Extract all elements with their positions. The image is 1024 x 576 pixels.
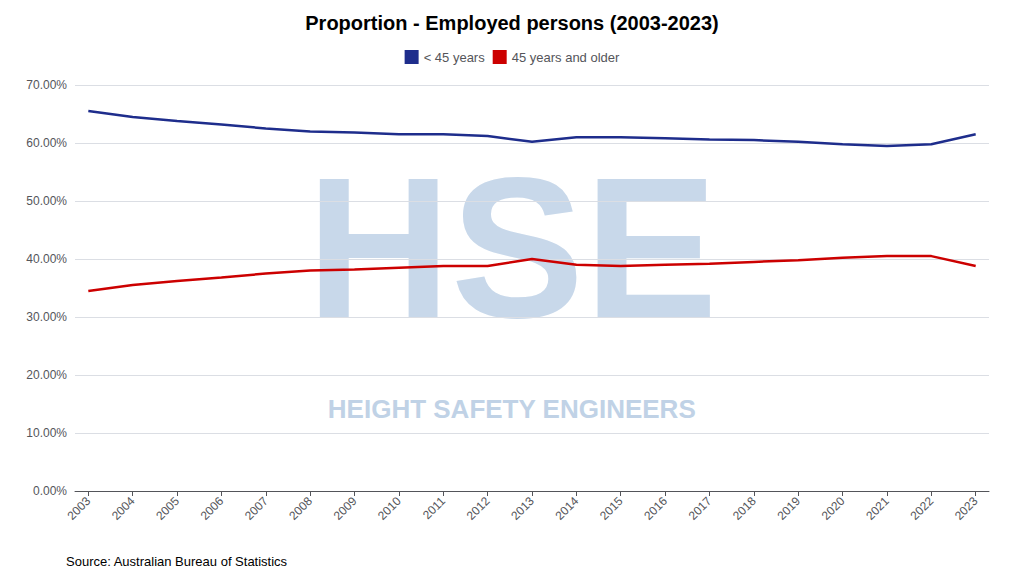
svg-text:2018: 2018 — [730, 494, 759, 523]
svg-text:HSE: HSE — [306, 136, 717, 359]
svg-text:2011: 2011 — [420, 494, 448, 522]
svg-text:2007: 2007 — [242, 494, 271, 523]
svg-text:10.00%: 10.00% — [26, 426, 67, 440]
svg-text:2015: 2015 — [597, 494, 626, 523]
svg-text:2017: 2017 — [686, 494, 715, 523]
svg-text:50.00%: 50.00% — [26, 194, 67, 208]
svg-text:2021: 2021 — [863, 494, 892, 523]
svg-text:2003: 2003 — [65, 494, 94, 523]
svg-text:2023: 2023 — [952, 494, 981, 523]
svg-text:2009: 2009 — [331, 494, 360, 523]
svg-text:2008: 2008 — [286, 494, 315, 523]
svg-text:30.00%: 30.00% — [26, 310, 67, 324]
svg-text:Proportion - Employed persons: Proportion - Employed persons (2003-2023… — [305, 12, 718, 34]
svg-text:HEIGHT SAFETY ENGINEERS: HEIGHT SAFETY ENGINEERS — [328, 394, 696, 424]
svg-text:2005: 2005 — [153, 494, 182, 523]
svg-text:45 years and older: 45 years and older — [512, 50, 620, 65]
svg-text:20.00%: 20.00% — [26, 368, 67, 382]
svg-text:2014: 2014 — [553, 494, 582, 523]
svg-text:70.00%: 70.00% — [26, 78, 67, 92]
svg-text:60.00%: 60.00% — [26, 136, 67, 150]
svg-text:2020: 2020 — [819, 494, 848, 523]
svg-text:2004: 2004 — [109, 494, 138, 523]
svg-text:2012: 2012 — [464, 494, 493, 523]
svg-text:2019: 2019 — [774, 494, 803, 523]
svg-text:2010: 2010 — [375, 494, 404, 523]
svg-text:Source: Australian Bureau of S: Source: Australian Bureau of Statistics — [66, 554, 288, 569]
svg-text:2022: 2022 — [908, 494, 937, 523]
svg-text:2006: 2006 — [198, 494, 227, 523]
svg-text:< 45 years: < 45 years — [424, 50, 486, 65]
svg-text:40.00%: 40.00% — [26, 252, 67, 266]
svg-text:2016: 2016 — [641, 494, 670, 523]
svg-text:0.00%: 0.00% — [33, 484, 67, 498]
svg-text:2013: 2013 — [508, 494, 537, 523]
